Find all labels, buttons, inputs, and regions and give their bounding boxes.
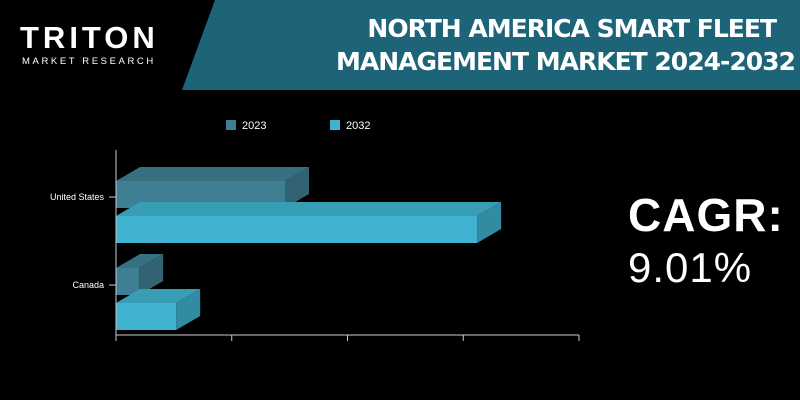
bar-chart: 2023 2032 United States Canada <box>50 120 580 341</box>
brand-subtitle: MARKET RESEARCH <box>22 56 156 67</box>
page-title: NORTH AMERICA SMART FLEET MANAGEMENT MAR… <box>336 12 796 78</box>
bar-canada-2023 <box>116 254 164 295</box>
cagr-value: 9.01% <box>628 244 753 291</box>
legend-swatch-2032 <box>330 120 340 130</box>
legend-swatch-2023 <box>226 120 236 130</box>
cagr-callout: CAGR: 9.01% <box>628 190 784 296</box>
legend-label-2032: 2032 <box>346 120 370 132</box>
legend-label-2023: 2023 <box>242 120 266 132</box>
banner-background <box>182 0 800 90</box>
bar-united-states-2023 <box>116 167 309 208</box>
bar-united-states-2032 <box>116 202 502 243</box>
header-banner <box>182 0 800 90</box>
category-label-canada: Canada <box>72 280 104 290</box>
bar-canada-2032 <box>116 289 201 330</box>
brand-logo: TRITON MARKET RESEARCH <box>20 22 180 72</box>
title-line-1: NORTH AMERICA SMART FLEET <box>367 14 777 43</box>
category-label-united-states: United States <box>50 192 105 202</box>
cagr-label: CAGR: <box>628 189 784 241</box>
title-line-2: MANAGEMENT MARKET 2024-2032 <box>336 47 796 76</box>
brand-name: TRITON <box>20 20 159 55</box>
